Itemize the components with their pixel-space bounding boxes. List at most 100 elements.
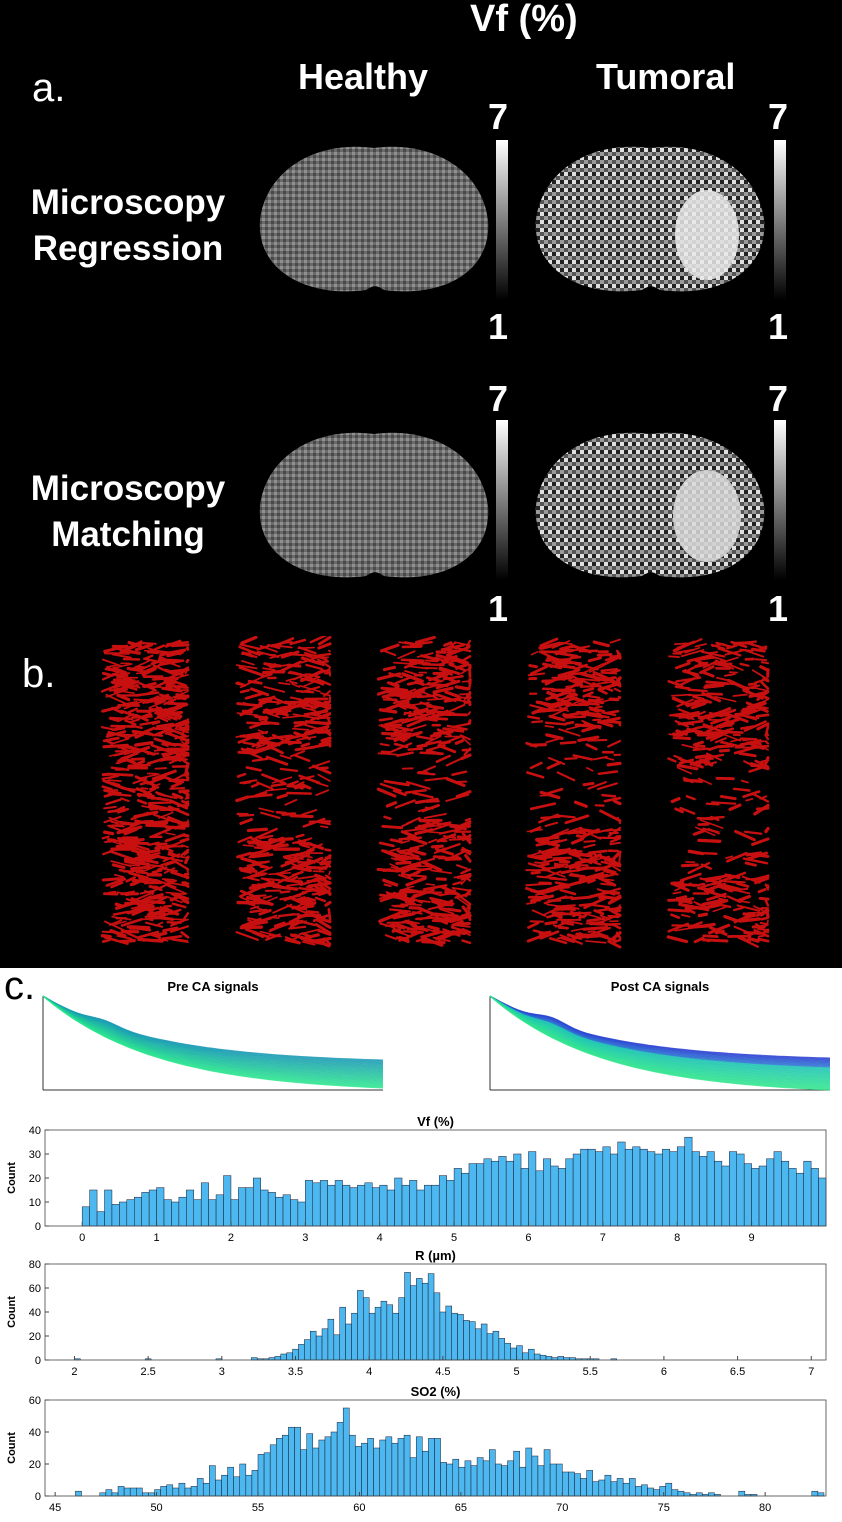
vessel-segment <box>558 847 572 856</box>
vessel-segment <box>573 663 588 671</box>
vessel-segment <box>170 918 189 925</box>
histogram-bar <box>539 1354 547 1361</box>
vessel-segment <box>242 781 252 785</box>
vessel-segment <box>394 799 416 809</box>
histogram-bar <box>333 1334 340 1361</box>
vessel-segment <box>243 866 254 870</box>
vessel-segment <box>142 641 157 645</box>
vessel-segment <box>603 796 622 803</box>
vessel-segment <box>760 916 770 921</box>
vessel-segment <box>717 744 735 749</box>
vessel-segment <box>280 859 296 868</box>
vessel-segment <box>732 693 748 697</box>
vessel-segment <box>400 658 425 663</box>
histogram-bar <box>781 1160 790 1227</box>
vessel-segment <box>705 802 720 806</box>
vessel-segment <box>266 744 284 755</box>
vessel-segment <box>408 660 432 666</box>
vessel-segment <box>446 724 468 731</box>
vessel-segment <box>149 696 173 702</box>
vessel-segment <box>147 819 169 825</box>
vessel-segment <box>383 815 392 820</box>
histogram-bar <box>428 1438 435 1497</box>
vessel-segment <box>616 651 622 657</box>
vessel-segment <box>376 867 399 873</box>
vessel-segment <box>292 673 308 681</box>
vessel-segment <box>181 789 190 793</box>
vessel-segment <box>557 926 569 930</box>
vessel-segment <box>320 730 329 734</box>
histogram-bar <box>134 1196 142 1227</box>
vessel-segment <box>129 821 140 827</box>
vessel-segment <box>133 891 155 902</box>
vessel-segment <box>250 782 260 788</box>
histogram-bar <box>269 1444 277 1497</box>
histogram-bar <box>695 1492 703 1497</box>
vessel-segment <box>157 821 169 826</box>
vessel-segment <box>314 896 327 903</box>
y-tick-label: 40 <box>29 1427 41 1439</box>
vessel-segment <box>143 657 166 665</box>
vessel-segment <box>565 723 589 731</box>
vessel-segment <box>392 698 412 705</box>
histogram-bar <box>374 1306 382 1361</box>
vessel-segment <box>721 732 742 742</box>
x-tick-label: 7 <box>808 1366 814 1378</box>
histogram-bar <box>367 1438 374 1497</box>
vessel-segment <box>682 669 699 677</box>
vessel-segment <box>273 921 286 928</box>
histogram-bar <box>227 1466 234 1497</box>
vessel-segment <box>602 756 615 761</box>
vessel-segment <box>737 936 760 948</box>
x-tick-label: 5 <box>451 1232 457 1242</box>
vessel-segment <box>415 916 435 921</box>
panel-a-title: Vf (%) <box>470 0 578 40</box>
histogram-bar <box>190 1486 198 1497</box>
x-tick-label: 50 <box>150 1502 162 1514</box>
histogram-bar <box>280 1353 287 1361</box>
vessel-segment <box>724 672 736 677</box>
vessel-segment <box>452 881 463 886</box>
histogram-bar <box>409 1180 418 1227</box>
histogram-bar <box>683 1492 691 1497</box>
vessel-segment <box>725 887 751 895</box>
vessel-segment <box>587 878 596 884</box>
vessel-segment <box>426 697 451 701</box>
vessel-segment <box>391 904 405 908</box>
vessel-segment <box>183 881 190 885</box>
vessel-segment <box>558 652 579 658</box>
histogram-bar <box>528 1348 535 1361</box>
vessel-segment <box>531 710 547 714</box>
histogram-bar <box>286 1352 293 1361</box>
histogram-bar <box>342 1407 350 1497</box>
vessel-segment <box>328 870 331 876</box>
vessel-segment <box>149 906 160 912</box>
vessel-segment <box>540 641 565 650</box>
vessel-segment <box>748 690 768 699</box>
vessel-segment <box>380 849 401 860</box>
vessel-segment <box>297 860 316 864</box>
histogram-bar <box>111 1492 119 1497</box>
vessel-segment <box>739 662 750 667</box>
vessel-segment <box>448 663 467 672</box>
vessel-segment <box>295 898 316 905</box>
histogram-bar <box>610 1481 618 1497</box>
vessel-segment <box>260 672 273 679</box>
vessel-segment <box>261 773 286 785</box>
vessel-segment <box>107 664 118 668</box>
vessel-segment <box>542 907 558 917</box>
vessel-segment <box>270 782 287 788</box>
vessel-segment <box>593 930 609 938</box>
vessel-segment <box>400 839 411 844</box>
histogram-bar <box>142 1492 149 1497</box>
vessel-segment <box>169 925 190 933</box>
vessel-segment <box>750 763 765 768</box>
vessel-segment <box>238 813 255 817</box>
vessel-segment <box>381 824 404 830</box>
vessel-segment <box>588 849 608 855</box>
vessel-segment <box>245 766 262 772</box>
x-tick-label: 6 <box>661 1366 667 1378</box>
vessel-segment <box>180 778 190 782</box>
vessel-segment <box>271 733 285 741</box>
vessel-segment <box>703 875 726 881</box>
